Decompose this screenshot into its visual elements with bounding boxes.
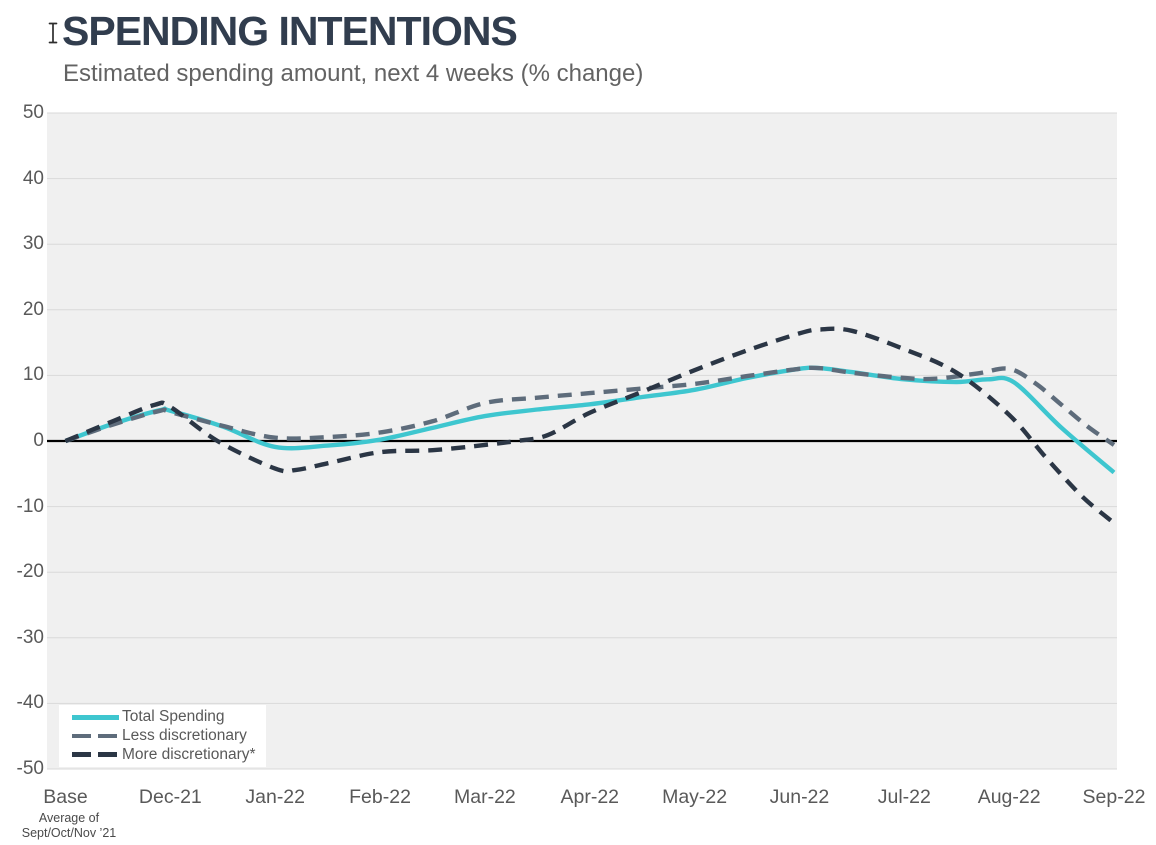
x-axis-label: Base <box>43 786 88 808</box>
text-cursor-icon <box>47 22 59 44</box>
legend-label-total-spending: Total Spending <box>122 708 225 726</box>
y-axis-label: -30 <box>16 626 44 648</box>
x-axis-note: Average of Sept/Oct/Nov ’21 <box>22 811 117 840</box>
series-line-less-discretionary <box>64 365 1116 447</box>
legend-item-more-discretionary: More discretionary* <box>72 745 266 764</box>
x-axis-label: Mar-22 <box>454 786 516 808</box>
x-axis-label: May-22 <box>662 786 728 808</box>
legend-label-more-discretionary: More discretionary* <box>122 745 256 763</box>
x-axis-label: Jun-22 <box>769 786 830 808</box>
x-axis-label: Jan-22 <box>245 786 305 808</box>
y-axis-label: -50 <box>16 758 44 779</box>
total-spending-line-swatch <box>72 715 119 720</box>
x-axis-label: Feb-22 <box>349 786 411 808</box>
x-axis-note-line1: Average of <box>38 811 100 825</box>
x-axis-label: Aug-22 <box>977 786 1041 808</box>
y-axis-label: 20 <box>22 298 44 320</box>
page-subtitle: Estimated spending amount, next 4 weeks … <box>63 60 644 87</box>
y-axis-label: -20 <box>16 561 44 583</box>
y-axis-label: -10 <box>16 495 44 517</box>
x-axis-label: Dec-21 <box>138 786 202 808</box>
y-axis-label: 10 <box>22 364 44 386</box>
more-discretionary-line-swatch <box>72 752 119 757</box>
y-axis-label: 0 <box>33 430 44 451</box>
less-discretionary-line-swatch <box>72 733 119 739</box>
y-axis-label: -40 <box>16 692 44 714</box>
y-axis-label: 50 <box>22 102 44 123</box>
x-axis-label: Apr-22 <box>560 786 620 808</box>
y-axis-label: 30 <box>22 233 44 255</box>
page-title: SPENDING INTENTIONS <box>62 8 518 54</box>
legend-label-less-discretionary: Less discretionary <box>122 727 247 744</box>
x-axis-label: Sep-22 <box>1082 786 1146 808</box>
series-line-more-discretionary <box>64 326 1116 525</box>
chart-legend: Total Spending Less discretionary More d… <box>59 705 266 767</box>
legend-item-total-spending: Total Spending <box>72 708 266 727</box>
x-axis-note-line2: Sept/Oct/Nov ’21 <box>21 825 117 840</box>
y-axis-label: 40 <box>22 167 44 189</box>
legend-item-less-discretionary: Less discretionary <box>72 727 266 746</box>
x-axis-label: Jul-22 <box>877 786 931 808</box>
